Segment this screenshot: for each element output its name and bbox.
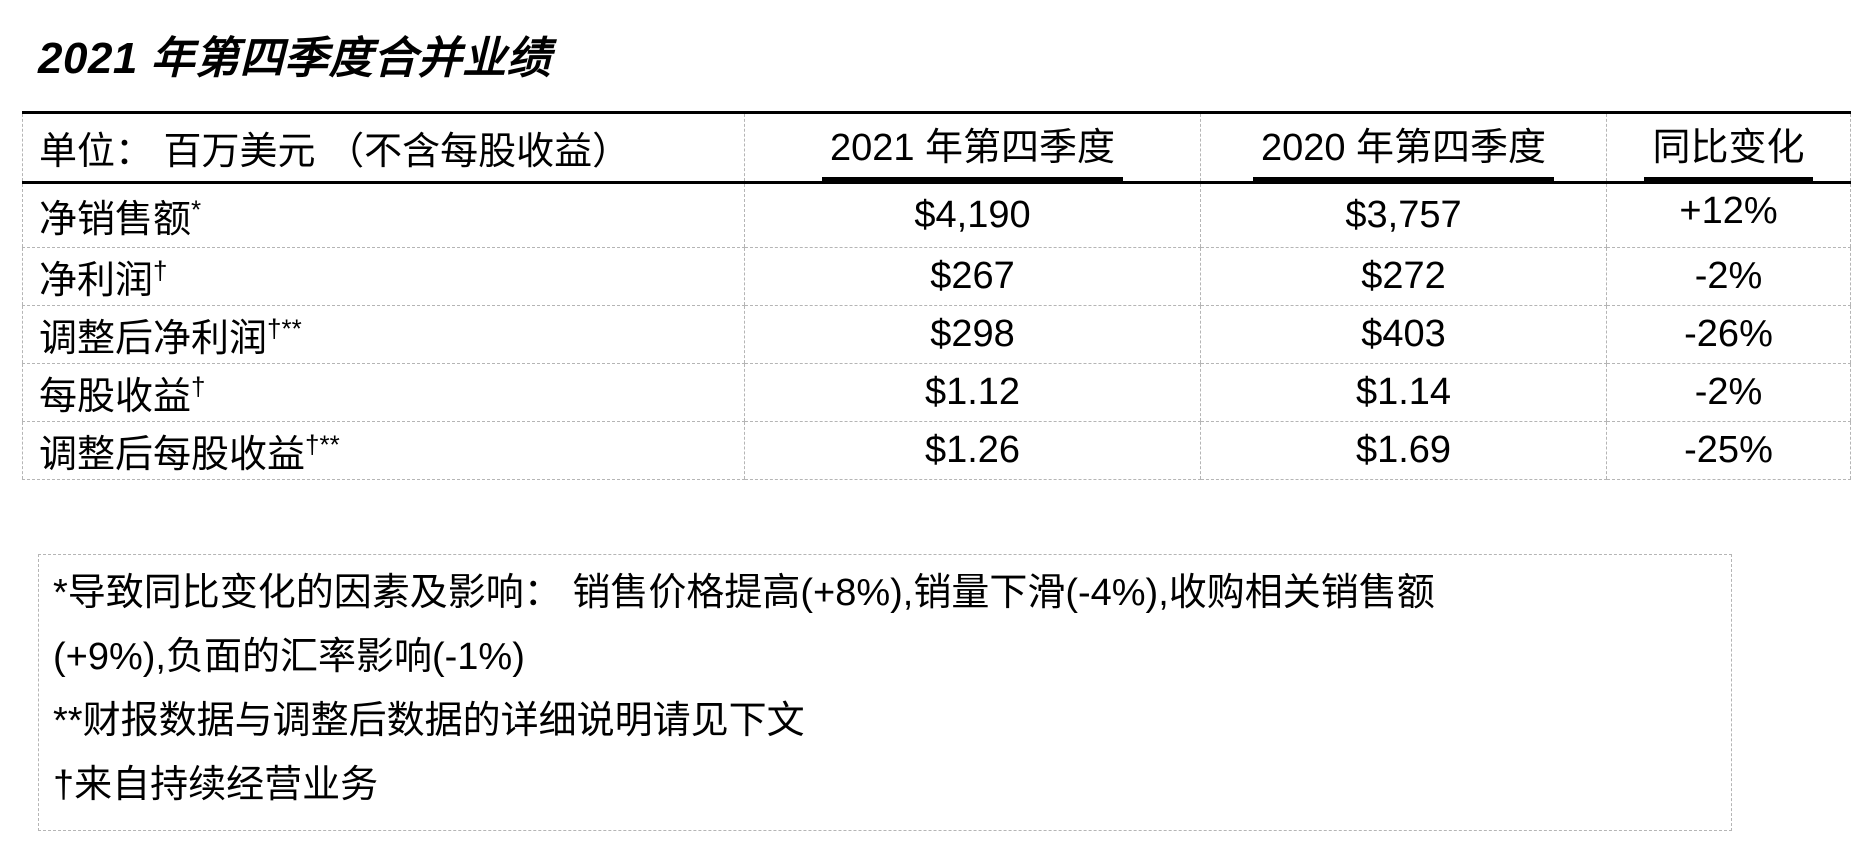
table-row: 调整后净利润†** $298 $403 -26% [22,305,1851,364]
footnote-line-factors: *导致同比变化的因素及影响： 销售价格提高(+8%),销量下滑(-4%),收购相… [53,572,1435,614]
q4-2021-header: 2021 年第四季度 [744,112,1201,184]
table-row: 净销售额* $4,190 $3,757 +12% [22,182,1851,248]
footnote-mark: †** [305,429,340,460]
footnote-mark: †** [267,313,302,344]
page-title: 2021 年第四季度合并业绩 [38,34,552,83]
table-row: 调整后每股收益†** $1.26 $1.69 -25% [22,421,1851,480]
net-income-2020-value: $272 [1200,247,1607,306]
footnotes-box: *导致同比变化的因素及影响： 销售价格提高(+8%),销量下滑(-4%),收购相… [38,554,1732,831]
net-income-yoy-value: -2% [1606,247,1851,306]
eps-2020-value: $1.14 [1200,363,1607,422]
clipped-next-section-heading: 2021 年第四季度业务板块业绩 [38,835,605,842]
adjusted-net-income-yoy-value: -26% [1606,305,1851,364]
adjusted-net-income-2021-value: $298 [744,305,1201,364]
footnote-mark: * [191,194,202,225]
row-label-adjusted-net-income: 调整后净利润†** [22,305,745,364]
adjusted-net-income-2020-value: $403 [1200,305,1607,364]
net-sales-2021-value: $4,190 [744,182,1201,248]
units-header: 单位： 百万美元 （不含每股收益） [22,112,745,184]
eps-2021-value: $1.12 [744,363,1201,422]
footnote-line-adjusted-data-note: **财报数据与调整后数据的详细说明请见下文 [53,700,805,742]
q4-2021-header-label: 2021 年第四季度 [821,114,1124,180]
footnote-mark: † [153,255,168,286]
yoy-header: 同比变化 [1606,112,1851,184]
q4-2020-header-label: 2020 年第四季度 [1252,114,1555,180]
net-income-2021-value: $267 [744,247,1201,306]
footnote-line-continuing-operations: †来自持续经营业务 [53,764,379,806]
row-label-eps: 每股收益† [22,363,745,422]
eps-yoy-value: -2% [1606,363,1851,422]
table-header-row: 单位： 百万美元 （不含每股收益） 2021 年第四季度 2020 年第四季度 … [22,112,1851,184]
row-label-net-sales: 净销售额* [22,182,745,248]
footnote-mark: † [191,371,206,402]
yoy-header-label: 同比变化 [1644,114,1813,180]
adjusted-eps-yoy-value: -25% [1606,421,1851,480]
row-label-adjusted-eps: 调整后每股收益†** [22,421,745,480]
adjusted-eps-2020-value: $1.69 [1200,421,1607,480]
quarterly-results-table: 单位： 百万美元 （不含每股收益） 2021 年第四季度 2020 年第四季度 … [22,111,1851,480]
net-sales-yoy-value: +12% [1606,182,1851,248]
table-row: 每股收益† $1.12 $1.14 -2% [22,363,1851,422]
table-row: 净利润† $267 $272 -2% [22,247,1851,306]
q4-2020-header: 2020 年第四季度 [1200,112,1607,184]
footnote-line-factors-continued: (+9%),负面的汇率影响(-1%) [53,636,525,678]
adjusted-eps-2021-value: $1.26 [744,421,1201,480]
row-label-net-income: 净利润† [22,247,745,306]
net-sales-2020-value: $3,757 [1200,182,1607,248]
